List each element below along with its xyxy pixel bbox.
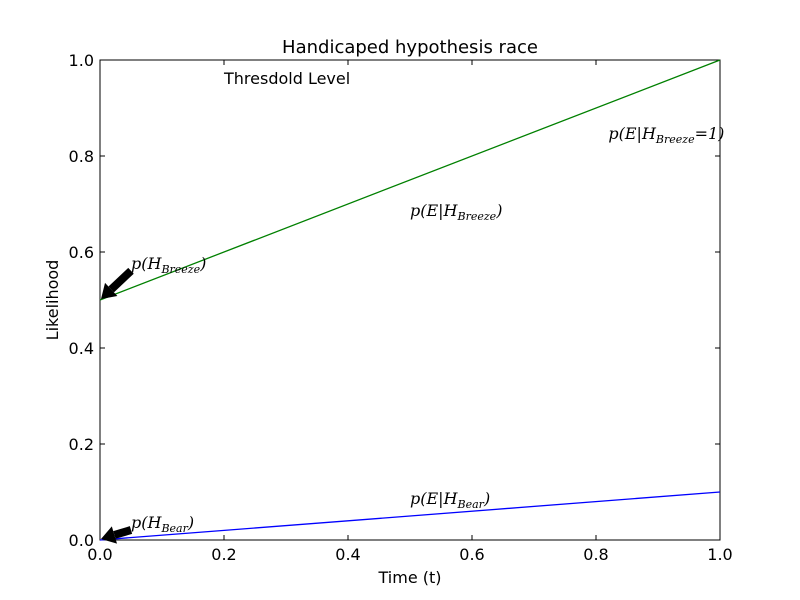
- y-tick-label: 0.4: [69, 339, 94, 358]
- annotation-breeze-end: p(E|HBreeze=1): [608, 124, 724, 146]
- annotation-arrow-bear-prior: [113, 526, 133, 539]
- y-tick-label: 1.0: [69, 51, 94, 70]
- annotation-bear-series: p(E|HBear): [410, 489, 490, 511]
- y-tick-label: 0.2: [69, 435, 94, 454]
- x-tick-label: 0.4: [335, 545, 360, 564]
- x-tick-label: 0.0: [87, 545, 112, 564]
- annotation-bear-prior: p(HBear): [131, 513, 194, 535]
- x-tick-label: 0.2: [211, 545, 236, 564]
- y-axis-label: Likelihood: [43, 260, 62, 341]
- x-tick-label: 1.0: [707, 545, 732, 564]
- annotation-arrowhead-bear-prior: [101, 526, 117, 544]
- threshold-label: Thresdold Level: [223, 69, 350, 88]
- y-tick-label: 0.8: [69, 147, 94, 166]
- x-tick-label: 0.6: [459, 545, 484, 564]
- x-axis-label: Time (t): [378, 568, 442, 587]
- y-tick-label: 0.0: [69, 531, 94, 550]
- y-tick-label: 0.6: [69, 243, 94, 262]
- annotation-arrowhead-breeze-prior: [101, 282, 118, 299]
- x-tick-label: 0.8: [583, 545, 608, 564]
- chart-title: Handicaped hypothesis race: [282, 37, 538, 58]
- series-line-1: [99, 491, 721, 541]
- plot-area: 0.0 0.2 0.4 0.6 0.8 1.0 0.0 0.2 0.4 0.6 0.8 1.0 Thre…: [69, 51, 733, 564]
- annotation-breeze-prior: p(HBreeze): [131, 254, 206, 276]
- annotation-breeze-series: p(E|HBreeze): [410, 201, 502, 223]
- series-line-0: [99, 59, 721, 301]
- annotation-arrow-breeze-prior: [108, 267, 134, 293]
